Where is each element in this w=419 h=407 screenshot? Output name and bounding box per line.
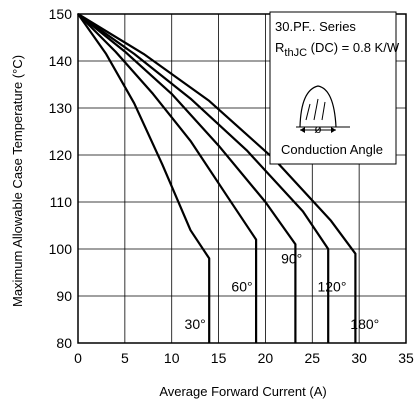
curve-label-90deg: 90° [281,250,302,266]
angle-symbol: ø [314,122,322,136]
curve-label-120deg: 120° [317,279,346,295]
x-tick-label: 25 [304,350,320,366]
curve-label-60deg: 60° [231,279,252,295]
y-tick-labels: 80 90 100 110 120 130 140 150 [49,6,73,351]
y-axis-label: Maximum Allowable Case Temperature (°C) [10,55,25,307]
curve-labels: 30° 60° 90° 120° 180° [185,250,380,332]
thermal-resistance: RthJC (DC) = 0.8 K/W [275,40,400,59]
conduction-shade-1 [305,103,311,121]
series-group [77,13,357,343]
x-tick-label: 5 [121,350,129,366]
rth-main: R [275,40,284,55]
conduction-angle-label: Conduction Angle [281,142,383,157]
curve-label-180deg: 180° [350,316,379,332]
series-30deg [77,13,211,343]
curve-label-30deg: 30° [185,316,206,332]
plot-frame [77,13,407,344]
x-tick-label: 0 [74,350,82,366]
x-tick-label: 15 [211,350,227,366]
conduction-shade-2 [313,98,319,121]
y-tick-label: 150 [49,6,73,22]
annotation-box: 30.PF.. Series RthJC (DC) = 0.8 K/W ø Co… [269,11,400,165]
x-tick-label: 20 [258,350,274,366]
conduction-shade-3 [321,101,326,121]
rth-sub: thJC [284,47,307,59]
series-120deg [77,13,330,343]
x-tick-label: 10 [164,350,180,366]
y-tick-label: 130 [49,100,73,116]
y-tick-label: 120 [49,147,73,163]
y-tick-label: 110 [50,194,73,210]
rth-tail: (DC) = 0.8 K/W [307,40,400,55]
series-60deg [77,13,258,343]
y-tick-label: 140 [49,53,73,69]
series-name: 30.PF.. Series [275,19,356,34]
x-axis-label: Average Forward Current (A) [159,384,326,399]
annotation-border [269,11,397,165]
conduction-waveform [299,85,337,128]
y-tick-label: 80 [56,335,72,351]
series-90deg [77,13,297,343]
y-tick-label: 100 [49,241,73,257]
x-tick-labels: 0 5 10 15 20 25 30 35 [74,350,414,366]
angle-arrow-right [331,127,336,133]
angle-arrow-left [300,127,305,133]
x-tick-label: 35 [398,350,414,366]
x-tick-label: 30 [351,350,367,366]
y-tick-label: 90 [56,288,72,304]
